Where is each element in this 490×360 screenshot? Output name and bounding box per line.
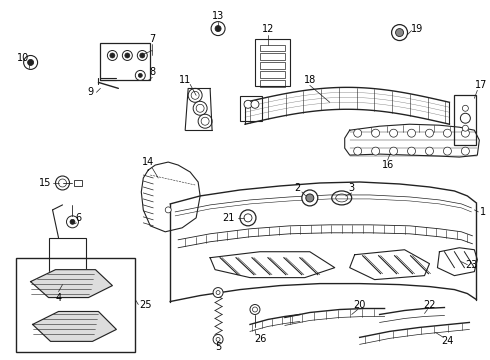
Bar: [260, 45, 285, 51]
Text: 14: 14: [142, 157, 154, 167]
Text: 24: 24: [441, 336, 454, 346]
Circle shape: [196, 104, 204, 112]
Circle shape: [107, 50, 118, 60]
Bar: [255, 39, 290, 86]
Circle shape: [462, 147, 469, 155]
Circle shape: [165, 207, 171, 213]
Circle shape: [213, 334, 223, 345]
Circle shape: [443, 147, 451, 155]
Text: 1: 1: [480, 207, 487, 217]
Text: 22: 22: [423, 300, 436, 310]
Circle shape: [462, 129, 469, 137]
Bar: [49, 238, 86, 289]
Circle shape: [461, 113, 470, 123]
Circle shape: [302, 190, 318, 206]
Circle shape: [216, 291, 220, 294]
Text: 5: 5: [215, 342, 221, 352]
Text: 13: 13: [212, 11, 224, 21]
Text: 3: 3: [348, 183, 355, 193]
Text: 10: 10: [17, 54, 29, 63]
Polygon shape: [30, 270, 112, 298]
Circle shape: [135, 71, 145, 80]
Circle shape: [70, 219, 75, 224]
Text: 17: 17: [475, 80, 488, 90]
Bar: [260, 62, 285, 69]
Polygon shape: [33, 311, 116, 341]
Ellipse shape: [336, 194, 348, 202]
Text: 16: 16: [382, 160, 394, 170]
Circle shape: [125, 53, 130, 58]
Circle shape: [211, 22, 225, 36]
Circle shape: [408, 147, 416, 155]
Bar: [74, 180, 82, 186]
Circle shape: [58, 179, 67, 187]
Text: 20: 20: [353, 300, 366, 310]
Circle shape: [140, 53, 145, 58]
Text: 8: 8: [149, 67, 155, 77]
Circle shape: [392, 24, 408, 41]
Circle shape: [425, 129, 434, 137]
Text: 6: 6: [75, 213, 81, 223]
Text: 12: 12: [262, 24, 274, 33]
Circle shape: [110, 53, 115, 58]
Bar: [240, 96, 262, 121]
Text: 15: 15: [39, 178, 52, 188]
Circle shape: [354, 147, 362, 155]
Circle shape: [390, 147, 397, 155]
Circle shape: [443, 129, 451, 137]
Text: 7: 7: [149, 33, 155, 44]
Circle shape: [252, 307, 257, 312]
Circle shape: [251, 100, 259, 108]
Circle shape: [371, 129, 380, 137]
Circle shape: [122, 50, 132, 60]
Text: 9: 9: [87, 87, 94, 97]
Text: 26: 26: [254, 334, 266, 345]
Circle shape: [240, 210, 256, 226]
Circle shape: [463, 125, 468, 131]
Bar: [260, 80, 285, 87]
Circle shape: [216, 337, 220, 341]
Circle shape: [244, 214, 252, 222]
Text: 23: 23: [465, 260, 478, 270]
Circle shape: [191, 91, 199, 99]
Circle shape: [24, 55, 38, 69]
Circle shape: [354, 129, 362, 137]
Circle shape: [408, 129, 416, 137]
Circle shape: [137, 50, 147, 60]
Circle shape: [193, 101, 207, 115]
Circle shape: [371, 147, 380, 155]
Circle shape: [390, 129, 397, 137]
Circle shape: [201, 117, 209, 125]
Circle shape: [244, 100, 252, 108]
Text: 2: 2: [294, 183, 301, 193]
Bar: [16, 258, 135, 352]
Bar: [260, 54, 285, 60]
Circle shape: [213, 288, 223, 298]
Text: 18: 18: [304, 75, 316, 85]
Circle shape: [27, 59, 34, 66]
Circle shape: [463, 105, 468, 111]
Circle shape: [425, 147, 434, 155]
Circle shape: [250, 305, 260, 315]
Circle shape: [395, 28, 404, 37]
Bar: [100, 42, 150, 80]
Circle shape: [67, 216, 78, 228]
Circle shape: [306, 194, 314, 202]
Text: 25: 25: [139, 300, 151, 310]
Text: 21: 21: [222, 213, 234, 223]
Circle shape: [215, 26, 221, 32]
Circle shape: [55, 176, 70, 190]
Bar: [260, 71, 285, 78]
Text: 19: 19: [412, 24, 424, 33]
Text: 4: 4: [55, 293, 62, 302]
Circle shape: [138, 73, 142, 77]
Ellipse shape: [332, 191, 352, 205]
Circle shape: [188, 88, 202, 102]
Text: 11: 11: [179, 75, 191, 85]
Bar: [454, 95, 476, 145]
Circle shape: [198, 114, 212, 128]
